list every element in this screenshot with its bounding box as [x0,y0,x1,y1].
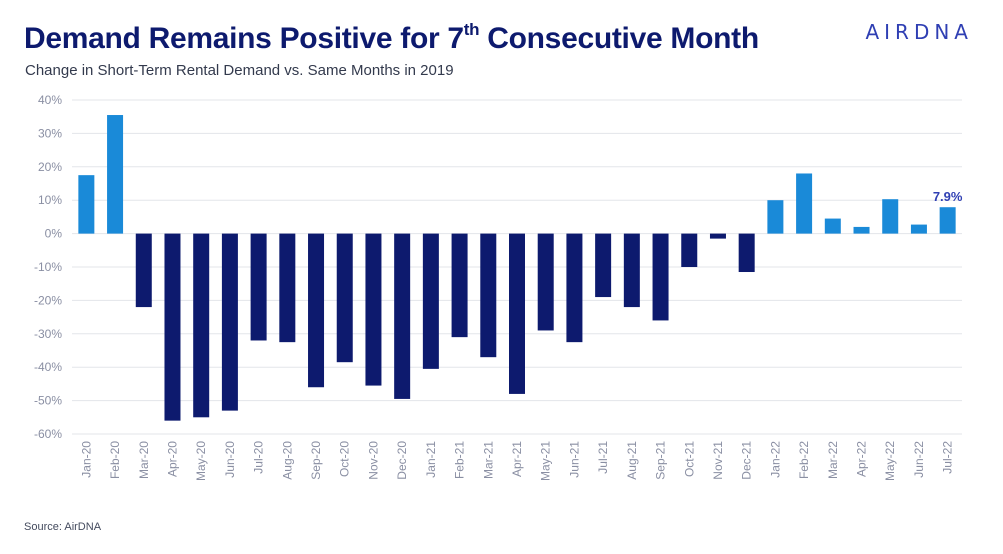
bar-feb-20 [107,115,124,234]
bar-apr-22 [853,226,870,234]
title-main: Demand Remains Positive for 7 [24,22,464,55]
x-tick-label: Oct-21 [682,441,696,477]
bar-jul-22 [939,207,956,234]
title-end: Consecutive Month [479,22,759,55]
bar-jan-21 [422,233,439,369]
x-tick-label: Mar-21 [481,441,495,479]
x-tick-label: Dec-21 [740,441,754,480]
bar-sep-20 [308,233,325,388]
x-tick-label: Nov-21 [711,441,725,480]
y-tick-label: 0% [45,227,63,241]
bars [78,115,956,421]
x-tick-label: Jul-22 [941,441,955,474]
chart-subtitle: Change in Short-Term Rental Demand vs. S… [25,62,454,79]
bar-may-20 [193,233,210,418]
bar-may-22 [882,199,899,234]
x-tick-label: Jan-20 [79,441,93,478]
bar-aug-21 [623,233,640,308]
x-tick-label: Jun-22 [912,441,926,478]
bar-may-21 [537,233,554,331]
bar-mar-21 [480,233,497,358]
x-tick-label: Dec-20 [395,441,409,480]
bar-jan-20 [78,175,95,234]
x-tick-label: Nov-20 [366,441,380,480]
title-superscript: th [463,20,480,39]
bar-jun-21 [566,233,583,343]
x-tick-label: Aug-21 [625,441,639,480]
bar-apr-20 [164,233,181,421]
y-tick-label: 20% [38,160,62,174]
x-tick-label: Jun-21 [567,441,581,478]
bar-oct-20 [336,233,353,363]
x-tick-label: Feb-21 [453,441,467,479]
x-tick-label: Mar-22 [826,441,840,479]
x-tick-label: Sep-20 [309,441,323,480]
x-tick-label: May-21 [539,441,553,481]
bar-nov-20 [365,233,382,386]
bar-feb-21 [451,233,468,338]
y-tick-label: -30% [34,327,62,341]
bar-apr-21 [509,233,525,394]
x-tick-label: Apr-22 [855,441,869,477]
data-label: 7.9% [933,189,963,204]
x-tick-label: Feb-22 [797,441,811,479]
bar-jul-21 [595,233,612,298]
y-tick-label: -10% [34,260,62,274]
y-tick-label: 30% [38,126,62,140]
y-tick-label: -20% [34,293,62,307]
x-tick-label: Aug-20 [280,441,294,480]
x-tick-label: Jan-21 [424,441,438,478]
bar-mar-20 [135,233,152,308]
gridlines [72,99,962,435]
source-note: Source: AirDNA [24,521,102,533]
page-title: Demand Remains Positive for 7th Consecut… [24,20,759,56]
x-tick-label: Jun-20 [223,441,237,478]
bar-feb-22 [796,173,813,234]
airdna-logo: AIRDNA [865,20,973,44]
x-tick-label: Oct-20 [338,441,352,477]
x-tick-label: Feb-20 [108,441,122,479]
x-tick-label: Apr-20 [165,441,179,477]
bar-dec-20 [394,233,411,399]
x-tick-label: Apr-21 [510,441,524,477]
y-tick-label: 40% [38,93,62,107]
x-tick-label: Jan-22 [768,441,782,478]
y-tick-label: 10% [38,193,62,207]
bar-nov-21 [709,233,726,239]
bar-dec-21 [738,233,755,273]
bar-aug-20 [279,233,296,343]
x-tick-label: May-20 [194,441,208,481]
y-axis-ticks: 40% 30% 20% 10% 0% -10% -20% -30% -40% -50% -60% [34,93,62,441]
bar-jan-22 [767,200,784,234]
bar-sep-21 [652,233,669,321]
data-labels: 7.9% [933,189,963,204]
y-tick-label: -40% [34,360,62,374]
y-tick-label: -60% [34,427,62,441]
x-axis-ticks: Jan-20 Feb-20 Mar-20 Apr-20 May-20 Jun-20 Jul-… [79,441,954,481]
x-tick-label: May-22 [883,441,897,481]
x-tick-label: Jul-21 [596,441,610,474]
bar-jun-20 [221,233,238,411]
bar-mar-22 [824,218,841,234]
x-tick-label: Sep-21 [654,441,668,480]
x-tick-label: Jul-20 [252,441,266,474]
bar-jul-20 [250,233,267,341]
x-tick-label: Mar-20 [137,441,151,479]
y-tick-label: -50% [34,394,62,408]
bar-oct-21 [681,233,698,267]
bar-jun-22 [910,224,927,234]
